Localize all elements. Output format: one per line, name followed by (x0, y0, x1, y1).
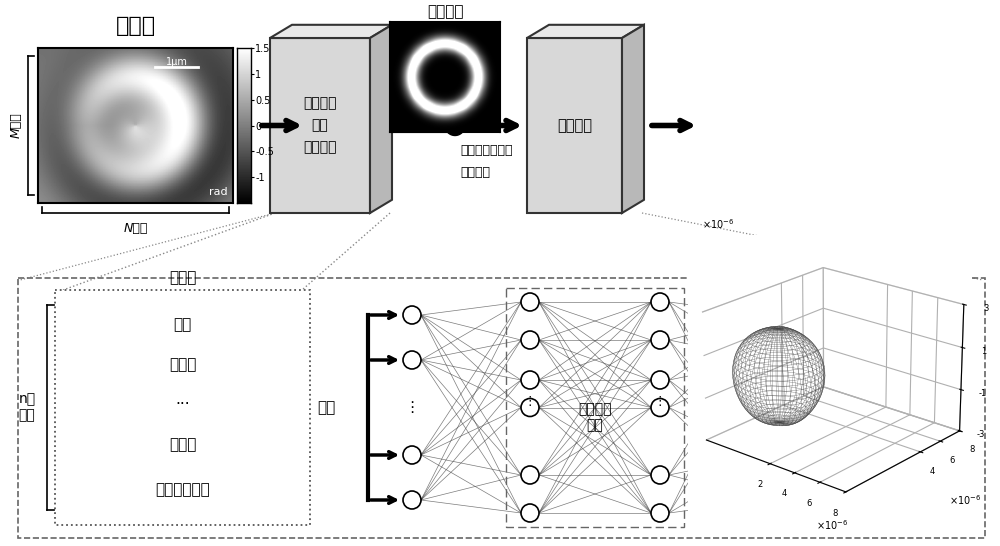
Text: 特征提取: 特征提取 (460, 165, 490, 179)
Text: 环境液折射率: 环境液折射率 (155, 483, 210, 497)
Text: ⋮: ⋮ (404, 400, 420, 415)
Text: 入射光: 入射光 (169, 437, 196, 453)
Bar (506, 288, 684, 527)
Polygon shape (622, 25, 644, 213)
Text: ...: ... (175, 393, 190, 407)
Circle shape (766, 306, 784, 324)
Circle shape (651, 331, 669, 349)
Text: ⋮: ⋮ (767, 400, 783, 415)
Circle shape (403, 446, 421, 464)
Circle shape (651, 399, 669, 417)
Circle shape (651, 293, 669, 311)
Text: 相位: 相位 (173, 318, 192, 333)
Circle shape (651, 371, 669, 389)
Text: 输出: 输出 (871, 400, 889, 415)
Bar (18, 278, 985, 538)
Circle shape (766, 351, 784, 369)
Text: 数据处理: 数据处理 (303, 97, 337, 110)
Text: 输入: 输入 (317, 400, 335, 415)
Circle shape (521, 371, 539, 389)
Text: $\times10^{-6}$: $\times10^{-6}$ (949, 492, 982, 507)
Text: 数据集: 数据集 (169, 270, 196, 286)
Polygon shape (270, 25, 392, 38)
Text: 1μm: 1μm (166, 57, 187, 67)
Text: $\times10^{-6}$: $\times10^{-6}$ (702, 217, 735, 231)
Circle shape (521, 399, 539, 417)
Circle shape (521, 504, 539, 522)
Circle shape (521, 293, 539, 311)
Circle shape (521, 466, 539, 484)
Text: 以及: 以及 (312, 118, 328, 133)
Text: 统一相位値范围: 统一相位値范围 (460, 144, 512, 157)
Circle shape (403, 491, 421, 509)
Text: N像素: N像素 (123, 223, 148, 235)
Polygon shape (527, 25, 644, 38)
Text: 机器学习
模型: 机器学习 模型 (578, 402, 612, 432)
Text: ⋮: ⋮ (654, 395, 666, 408)
Text: 机器学习: 机器学习 (557, 118, 592, 133)
Text: 相位图: 相位图 (115, 16, 156, 36)
Text: M像素: M像素 (10, 112, 22, 138)
Circle shape (521, 331, 539, 349)
Bar (55, 290, 310, 525)
Circle shape (651, 466, 669, 484)
Text: 特征工程: 特征工程 (303, 140, 337, 155)
Circle shape (403, 306, 421, 324)
Text: rad: rad (209, 187, 227, 197)
Circle shape (445, 116, 465, 135)
Circle shape (403, 351, 421, 369)
Text: ⋮: ⋮ (524, 395, 536, 408)
Text: 边缘提取: 边缘提取 (427, 4, 463, 20)
Polygon shape (270, 38, 370, 213)
Circle shape (651, 504, 669, 522)
Text: $\times10^{-6}$: $\times10^{-6}$ (816, 518, 848, 532)
Circle shape (766, 446, 784, 464)
Polygon shape (370, 25, 392, 213)
Text: n维
特征: n维 特征 (18, 393, 36, 423)
Circle shape (766, 491, 784, 509)
Text: 梯度値: 梯度値 (169, 358, 196, 372)
Polygon shape (527, 38, 622, 213)
